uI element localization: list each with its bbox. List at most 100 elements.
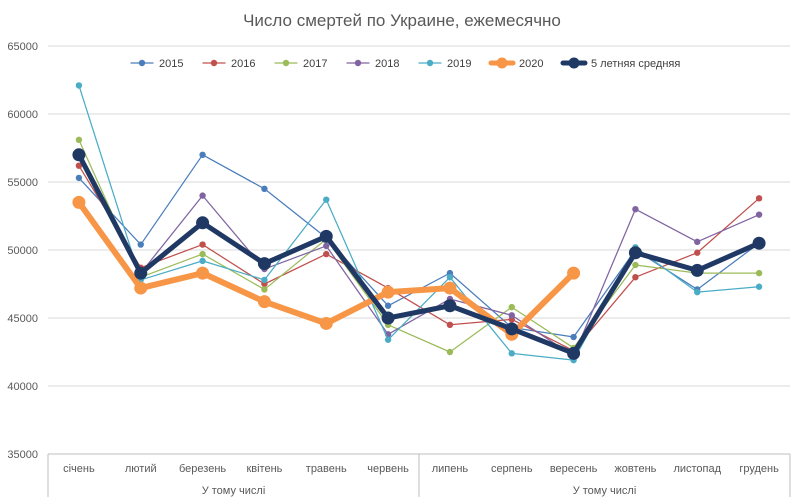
data-point [137, 241, 144, 248]
legend-marker [354, 59, 362, 67]
x-tick-label: квітень [246, 463, 282, 475]
series-line [78, 165, 760, 352]
data-point [381, 285, 395, 299]
legend-item: 2020 [488, 57, 543, 70]
legend-marker [210, 59, 218, 67]
legend-item: 5 летняя средняя [560, 57, 680, 70]
x-tick-label: травень [306, 463, 347, 475]
data-point [261, 185, 268, 192]
data-point [384, 302, 392, 309]
y-tick-label: 55000 [7, 177, 38, 189]
legend: 2015 2016 2017 2018 2019 2020 5 летняя средняя [130, 57, 680, 70]
x-group-label: У тому числі [202, 485, 266, 497]
data-point [755, 283, 763, 290]
x-tick-label: листопад [673, 463, 721, 475]
x-tick-label: лютий [125, 463, 157, 475]
x-tick-label: вересень [550, 463, 598, 475]
legend-item: 2015 [130, 58, 183, 70]
legend-marker [282, 59, 290, 67]
legend-item: 2019 [418, 58, 471, 70]
data-point [632, 261, 639, 269]
data-point [196, 266, 210, 280]
x-tick-label: червень [367, 463, 409, 475]
y-tick-label: 45000 [7, 313, 38, 325]
series-line [78, 154, 760, 357]
legend-label: 2017 [303, 58, 327, 70]
data-point [505, 322, 519, 336]
data-point [443, 281, 457, 295]
legend-label: 2019 [447, 58, 471, 70]
data-point [384, 336, 392, 343]
x-tick-label: серпень [491, 463, 533, 475]
legend-marker [568, 57, 580, 69]
x-tick-label: жовтень [614, 463, 656, 475]
y-axis: 35000 40000 45000 50000 55000 60000 65000 [7, 41, 38, 461]
data-point [199, 241, 206, 248]
series-layer [72, 82, 766, 364]
x-tick-label: грудень [739, 463, 779, 475]
data-point [199, 192, 206, 199]
data-point [628, 246, 642, 260]
series-7 [72, 148, 766, 360]
x-tick-label: березень [179, 463, 226, 475]
legend-label: 2020 [519, 58, 543, 70]
data-point [694, 238, 701, 246]
legend-label: 5 летняя средняя [591, 58, 680, 70]
y-tick-label: 35000 [7, 449, 38, 461]
data-point [446, 321, 454, 328]
data-point [632, 274, 639, 281]
data-point [72, 148, 86, 162]
data-point [75, 136, 83, 144]
data-point [443, 299, 457, 313]
data-point [570, 333, 577, 341]
data-point [257, 257, 271, 271]
y-tick-label: 65000 [7, 41, 38, 53]
x-tick-label: липень [432, 463, 469, 475]
legend-label: 2018 [375, 58, 399, 70]
data-point [508, 350, 515, 357]
data-point [75, 82, 83, 89]
data-point [755, 195, 763, 202]
series-line [78, 139, 760, 353]
data-point [755, 269, 763, 277]
y-tick-label: 40000 [7, 381, 38, 393]
x-tick-label: січень [63, 463, 95, 475]
data-point [694, 249, 701, 256]
data-point [72, 195, 86, 209]
data-point [199, 257, 206, 265]
data-point [567, 266, 581, 280]
data-point [134, 281, 148, 295]
legend-item: 2018 [346, 58, 399, 70]
legend-item: 2017 [274, 58, 327, 70]
x-group-label: У тому числі [573, 485, 637, 497]
data-point [323, 250, 330, 258]
data-point [261, 276, 268, 284]
y-tick-label: 50000 [7, 245, 38, 257]
series-line [76, 152, 762, 356]
data-point [261, 286, 268, 293]
data-point [75, 174, 83, 182]
data-point [508, 312, 515, 319]
data-point [196, 216, 210, 230]
y-tick-label: 60000 [7, 109, 38, 121]
data-point [319, 229, 333, 243]
data-point [319, 316, 333, 330]
data-point [690, 263, 704, 277]
legend-marker [426, 59, 434, 67]
data-point [381, 311, 395, 325]
data-point [257, 295, 271, 309]
data-point [75, 162, 83, 169]
data-point [446, 348, 454, 356]
data-point [323, 196, 330, 203]
legend-label: 2016 [231, 58, 255, 70]
chart-title: Число смертей по Украине, ежемесячно [243, 11, 561, 30]
data-point [199, 250, 206, 258]
data-point [694, 288, 701, 296]
data-point [323, 242, 330, 250]
data-point [752, 236, 766, 250]
data-point [755, 211, 763, 218]
legend-item: 2016 [202, 58, 255, 70]
data-point [567, 346, 581, 360]
legend-marker [496, 57, 508, 69]
